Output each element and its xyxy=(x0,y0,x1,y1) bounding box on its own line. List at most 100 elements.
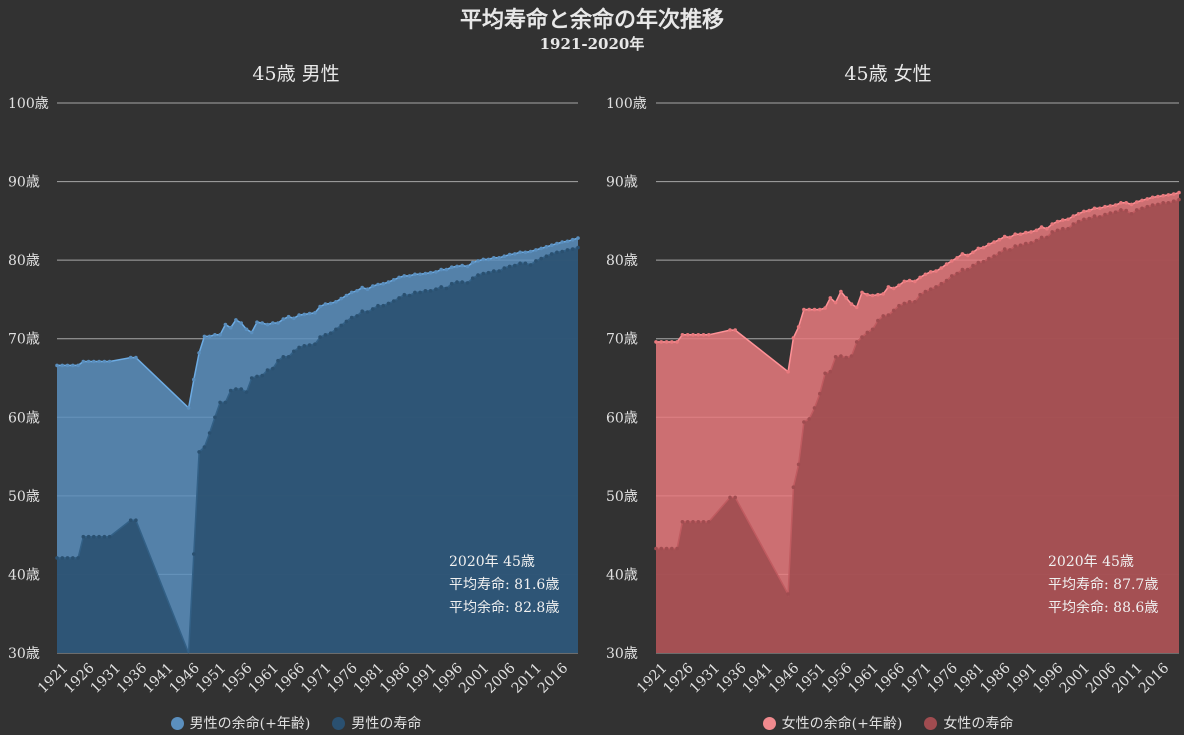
data-point[interactable] xyxy=(302,312,307,317)
data-point[interactable] xyxy=(1050,222,1054,226)
data-point[interactable] xyxy=(876,318,880,323)
data-point[interactable] xyxy=(570,237,575,242)
data-point[interactable] xyxy=(870,327,875,332)
data-point[interactable] xyxy=(60,556,65,560)
data-point[interactable] xyxy=(955,256,959,260)
data-point[interactable] xyxy=(323,333,328,337)
data-point[interactable] xyxy=(360,309,365,313)
data-point[interactable] xyxy=(1061,226,1065,231)
data-point[interactable] xyxy=(439,267,444,272)
data-point[interactable] xyxy=(407,274,412,278)
data-point[interactable] xyxy=(560,249,564,254)
data-point[interactable] xyxy=(455,280,459,284)
data-point[interactable] xyxy=(1087,208,1091,213)
data-point[interactable] xyxy=(428,289,433,293)
data-point[interactable] xyxy=(833,300,838,305)
data-point[interactable] xyxy=(1108,204,1113,208)
data-point[interactable] xyxy=(271,321,275,325)
data-point[interactable] xyxy=(997,237,1002,242)
data-point[interactable] xyxy=(107,534,112,539)
data-point[interactable] xyxy=(1129,202,1134,207)
data-point[interactable] xyxy=(239,387,243,391)
data-point[interactable] xyxy=(685,333,690,337)
data-point[interactable] xyxy=(1066,217,1070,222)
data-point[interactable] xyxy=(918,275,922,280)
data-point[interactable] xyxy=(86,359,91,364)
data-point[interactable] xyxy=(891,308,896,313)
data-point[interactable] xyxy=(349,315,354,320)
data-point[interactable] xyxy=(76,363,80,368)
data-point[interactable] xyxy=(207,431,212,435)
data-point[interactable] xyxy=(1050,230,1054,234)
legend-item-female-expectancy[interactable]: 女性の余命(+年齢) xyxy=(762,713,902,733)
data-point[interactable] xyxy=(223,322,228,327)
data-point[interactable] xyxy=(328,301,333,306)
data-point[interactable] xyxy=(891,286,896,291)
data-point[interactable] xyxy=(255,320,259,325)
data-point[interactable] xyxy=(107,359,112,364)
data-point[interactable] xyxy=(202,445,207,449)
data-point[interactable] xyxy=(60,363,65,368)
data-point[interactable] xyxy=(576,245,580,250)
data-point[interactable] xyxy=(1039,225,1044,229)
data-point[interactable] xyxy=(81,534,86,539)
data-point[interactable] xyxy=(128,355,133,360)
data-point[interactable] xyxy=(502,254,507,258)
data-point[interactable] xyxy=(402,274,407,278)
data-point[interactable] xyxy=(1002,247,1007,251)
data-point[interactable] xyxy=(965,253,970,258)
data-point[interactable] xyxy=(360,285,365,290)
data-point[interactable] xyxy=(654,546,658,551)
data-point[interactable] xyxy=(934,269,938,273)
data-point[interactable] xyxy=(876,292,880,297)
data-point[interactable] xyxy=(1008,248,1012,252)
data-point[interactable] xyxy=(786,592,790,596)
data-point[interactable] xyxy=(249,330,254,335)
data-point[interactable] xyxy=(844,355,848,360)
data-point[interactable] xyxy=(701,520,706,524)
data-point[interactable] xyxy=(1134,208,1139,212)
data-point[interactable] xyxy=(260,373,265,378)
data-point[interactable] xyxy=(654,340,658,344)
data-point[interactable] xyxy=(1071,214,1076,218)
data-point[interactable] xyxy=(271,366,275,371)
data-point[interactable] xyxy=(318,304,322,309)
data-point[interactable] xyxy=(276,321,280,325)
data-point[interactable] xyxy=(1008,235,1012,240)
data-point[interactable] xyxy=(86,534,91,539)
data-point[interactable] xyxy=(997,251,1002,255)
data-point[interactable] xyxy=(1045,235,1049,240)
data-point[interactable] xyxy=(1150,195,1155,200)
data-point[interactable] xyxy=(213,415,217,420)
data-point[interactable] xyxy=(707,520,711,524)
data-point[interactable] xyxy=(539,246,543,251)
data-point[interactable] xyxy=(55,556,59,560)
data-point[interactable] xyxy=(71,556,75,560)
data-point[interactable] xyxy=(696,520,701,524)
data-point[interactable] xyxy=(865,292,870,297)
data-point[interactable] xyxy=(950,259,954,263)
data-point[interactable] xyxy=(939,266,944,270)
data-point[interactable] xyxy=(818,391,822,396)
data-point[interactable] xyxy=(854,340,859,344)
data-point[interactable] xyxy=(255,374,259,379)
data-point[interactable] xyxy=(1166,201,1171,205)
data-point[interactable] xyxy=(244,390,249,394)
data-point[interactable] xyxy=(807,417,811,421)
data-point[interactable] xyxy=(881,292,885,296)
data-point[interactable] xyxy=(897,303,901,308)
data-point[interactable] xyxy=(670,340,674,344)
data-point[interactable] xyxy=(680,520,685,524)
data-point[interactable] xyxy=(1055,219,1060,224)
data-point[interactable] xyxy=(397,296,401,300)
data-point[interactable] xyxy=(685,520,690,524)
data-point[interactable] xyxy=(507,264,512,269)
data-point[interactable] xyxy=(65,363,70,368)
data-point[interactable] xyxy=(481,257,486,262)
data-point[interactable] xyxy=(228,325,233,330)
data-point[interactable] xyxy=(902,301,907,306)
data-point[interactable] xyxy=(513,263,517,268)
data-point[interactable] xyxy=(265,368,270,372)
data-point[interactable] xyxy=(1071,222,1076,226)
data-point[interactable] xyxy=(691,333,695,337)
